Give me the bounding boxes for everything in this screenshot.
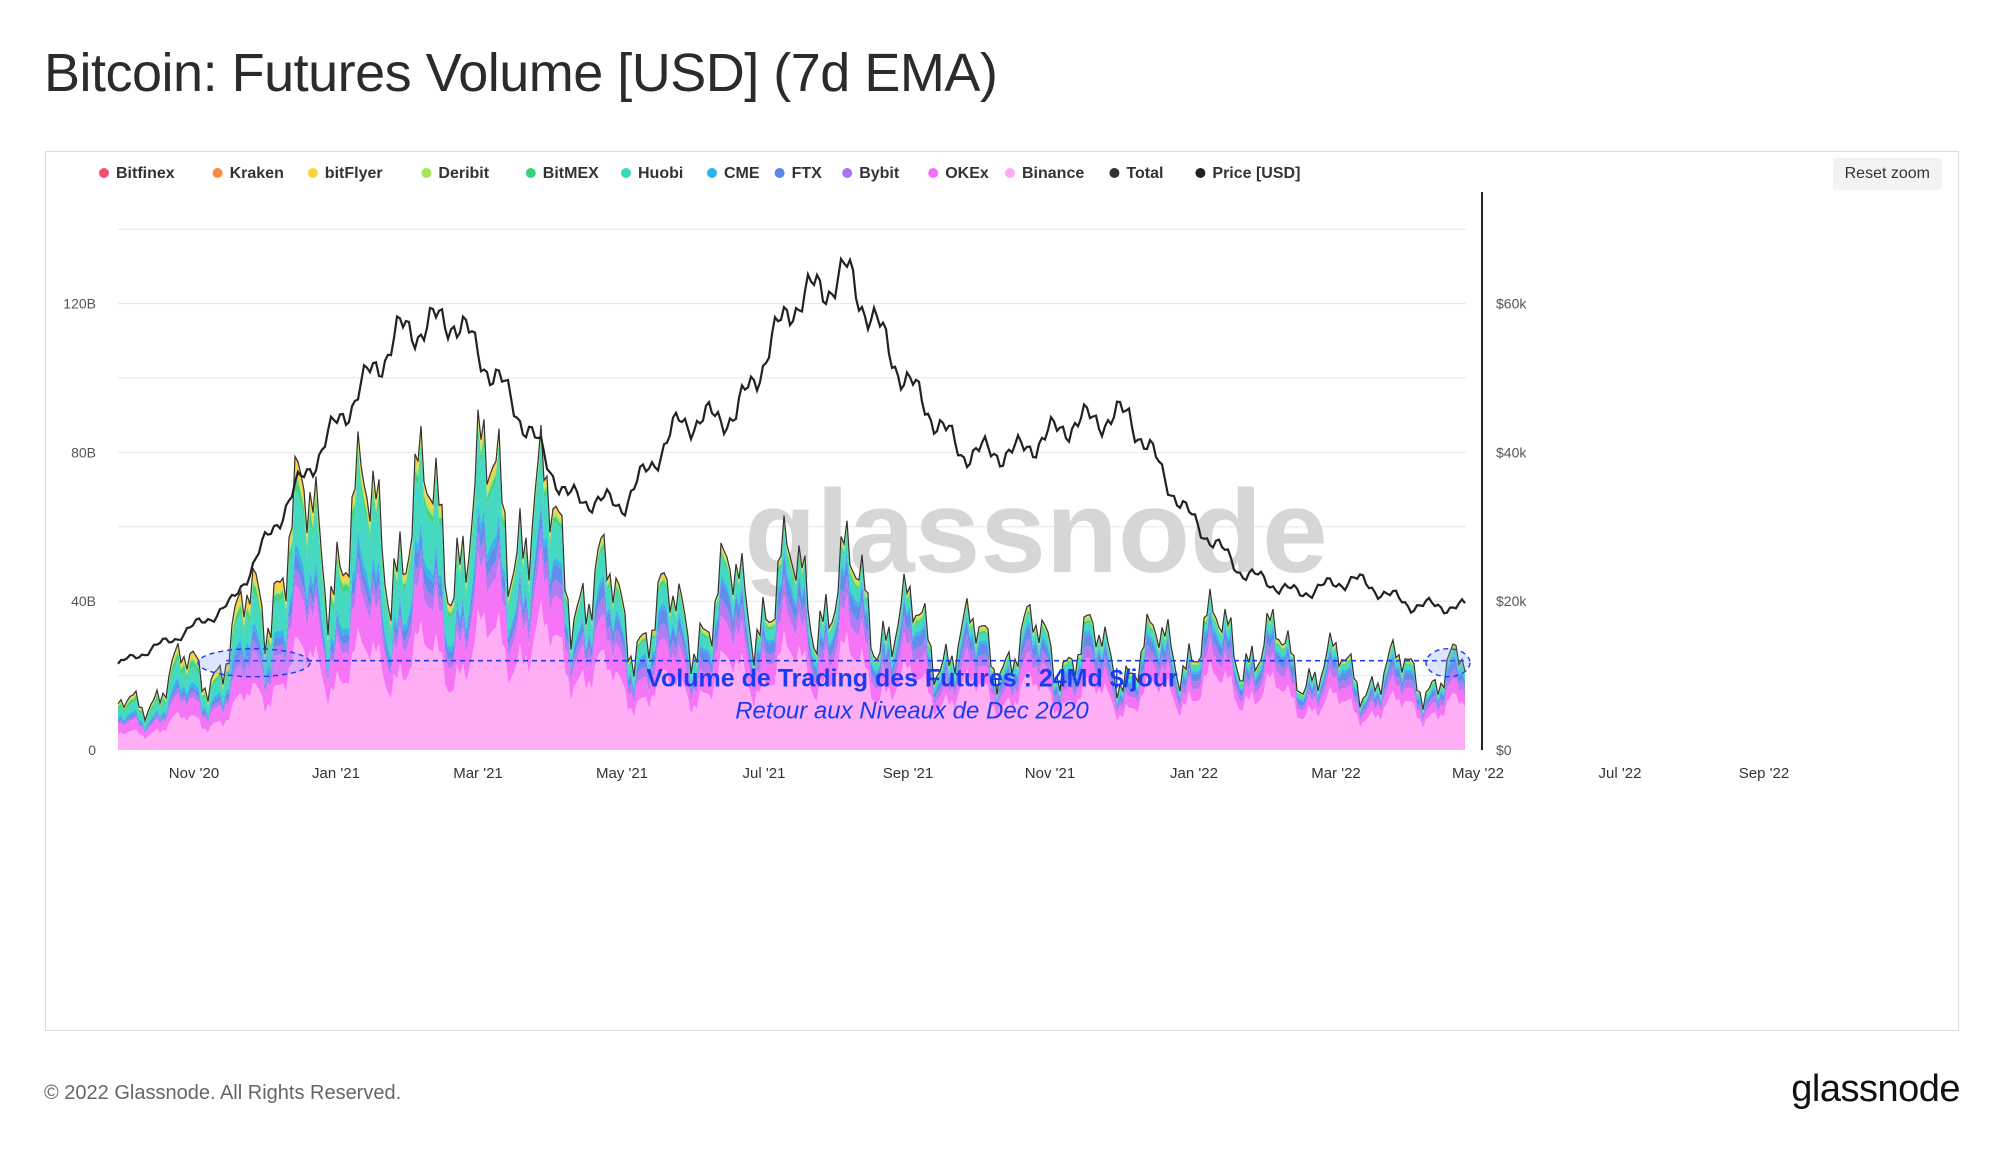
futures-volume-chart[interactable]: glassnode 0 40B 80B 120B $0 $20k $40k $60k Nov '… <box>46 152 1958 1030</box>
x-tick-label: Jul '21 <box>743 765 786 782</box>
reset-zoom-button[interactable]: Reset zoom <box>1832 158 1942 190</box>
x-tick-label: Jan '22 <box>1170 765 1218 782</box>
y-tick-label: 80B <box>71 444 96 460</box>
legend-marker <box>1109 168 1120 178</box>
y-tick-label: 120B <box>63 296 96 312</box>
legend-label[interactable]: Huobi <box>638 165 683 182</box>
legend-marker <box>307 168 318 178</box>
x-tick-label: Mar '21 <box>453 765 503 782</box>
legend-marker <box>842 168 853 178</box>
legend-label[interactable]: Bybit <box>859 165 900 182</box>
legend: Bitfinex Kraken bitFlyer Deribit BitMEX Huobi… <box>99 165 1300 182</box>
x-tick-label: Jul '22 <box>1599 765 1642 782</box>
price-tick-label: $60k <box>1496 296 1527 312</box>
legend-marker <box>212 168 223 178</box>
legend-marker <box>1195 168 1206 178</box>
legend-label[interactable]: Bitfinex <box>116 165 175 182</box>
annotation-subtitle: Retour aux Niveaux de Dec 2020 <box>735 698 1089 725</box>
annotation-ellipse-oct-2022 <box>1425 648 1471 678</box>
legend-marker <box>1005 168 1015 178</box>
annotations: Volume de Trading des Futures : 24Md $/j… <box>197 648 1471 725</box>
footer-copyright: © 2022 Glassnode. All Rights Reserved. <box>44 1082 402 1104</box>
x-tick-label: May '21 <box>596 765 648 782</box>
glassnode-logo: glassnode <box>1791 1068 1960 1110</box>
x-tick-label: May '22 <box>1452 765 1504 782</box>
legend-marker <box>707 168 717 178</box>
price-line <box>117 256 1466 665</box>
price-tick-label: $40k <box>1496 444 1527 460</box>
x-tick-label: Nov '20 <box>169 765 219 782</box>
legend-label[interactable]: Price [USD] <box>1212 165 1300 182</box>
y-tick-label: 0 <box>88 742 96 758</box>
page-title: Bitcoin: Futures Volume [USD] (7d EMA) <box>44 43 998 103</box>
area-okex <box>118 547 1465 740</box>
annotation-title: Volume de Trading des Futures : 24Md $/j… <box>646 665 1178 693</box>
legend-label[interactable]: FTX <box>792 165 823 182</box>
legend-label[interactable]: Total <box>1126 165 1163 182</box>
area-binance <box>118 601 1465 750</box>
legend-label[interactable]: OKEx <box>945 165 989 182</box>
chart-panel: glassnode 0 40B 80B 120B $0 $20k $40k $60k Nov '… <box>45 151 1959 1031</box>
axes: 0 40B 80B 120B $0 $20k $40k $60k Nov '20 Jan '21 M… <box>63 192 1789 782</box>
watermark: glassnode <box>744 466 1328 598</box>
stacked-areas <box>118 409 1465 750</box>
area-huobi <box>118 437 1465 730</box>
lines <box>117 256 1466 723</box>
legend-marker <box>421 168 432 178</box>
legend-marker <box>621 168 631 178</box>
price-tick-label: $20k <box>1496 593 1527 609</box>
legend-marker <box>928 168 939 178</box>
legend-label[interactable]: bitFlyer <box>325 165 383 182</box>
legend-label[interactable]: BitMEX <box>543 165 599 182</box>
x-tick-label: Mar '22 <box>1311 765 1361 782</box>
x-tick-label: Nov '21 <box>1025 765 1075 782</box>
annotation-ellipse-dec-2020 <box>197 648 311 678</box>
legend-label[interactable]: CME <box>724 165 760 182</box>
total-line <box>117 409 1466 723</box>
legend-label[interactable]: Deribit <box>438 165 489 182</box>
legend-label[interactable]: Binance <box>1022 165 1084 182</box>
x-tick-label: Jan '21 <box>312 765 360 782</box>
price-tick-label: $0 <box>1496 742 1512 758</box>
y-tick-label: 40B <box>71 593 96 609</box>
legend-marker <box>774 168 785 178</box>
legend-marker <box>99 168 109 178</box>
x-tick-label: Sep '21 <box>883 765 933 782</box>
x-tick-label: Sep '22 <box>1739 765 1789 782</box>
legend-label[interactable]: Kraken <box>230 165 284 182</box>
legend-marker <box>525 168 536 178</box>
